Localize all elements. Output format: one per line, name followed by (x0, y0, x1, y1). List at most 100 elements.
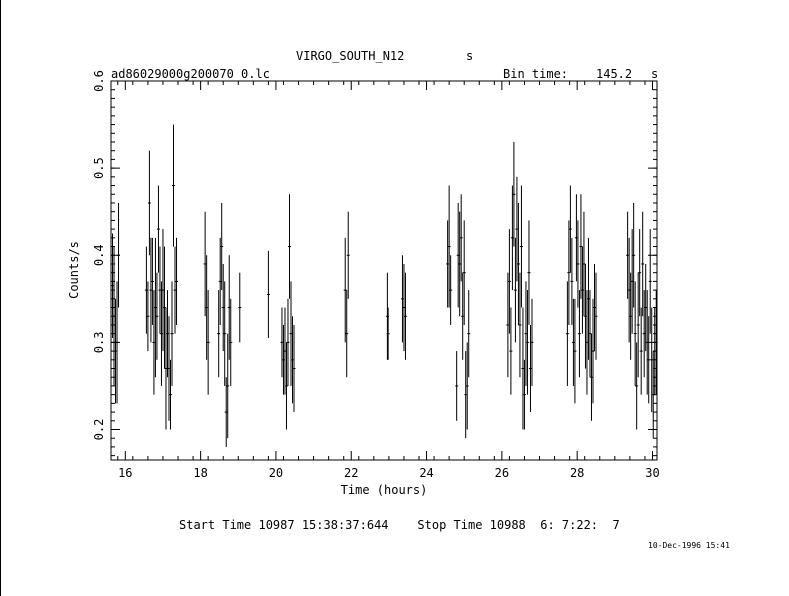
data-point (586, 237, 590, 360)
plot-frame (110, 80, 658, 461)
bin-time-unit: s (651, 67, 659, 81)
y-tick-label: 0.3 (92, 332, 106, 354)
data-point (152, 290, 156, 395)
data-point (568, 185, 572, 273)
data-point (220, 202, 224, 291)
time-range: Start Time 10987 15:38:37:644 Stop Time … (179, 518, 620, 532)
data-point (580, 246, 584, 334)
data-point (170, 281, 174, 386)
x-tick-label: 22 (344, 466, 358, 480)
data-point (164, 307, 168, 430)
data-point (462, 220, 466, 325)
data-point (579, 194, 583, 299)
data-point (633, 281, 637, 386)
data-point (630, 229, 634, 334)
data-point (161, 229, 165, 352)
data-point (217, 290, 221, 378)
data-point (447, 185, 451, 308)
data-point (173, 246, 177, 334)
data-point (280, 307, 284, 378)
data-point (512, 141, 516, 247)
data-point (284, 342, 288, 430)
data-point (527, 220, 531, 325)
data-point (632, 202, 636, 308)
data-point (346, 211, 350, 299)
data-point (286, 298, 290, 386)
data-point (518, 272, 522, 378)
data-point (594, 272, 598, 360)
data-point (449, 255, 453, 325)
data-points (111, 124, 658, 447)
x-tick-label: 20 (269, 466, 283, 480)
x-axis-label: Time (hours) (341, 483, 428, 497)
data-point (158, 246, 162, 334)
data-point (521, 307, 525, 430)
data-point (515, 176, 519, 282)
y-tick-label: 0.4 (92, 244, 106, 266)
data-point (591, 298, 595, 404)
data-point (167, 316, 171, 421)
data-point (111, 233, 115, 339)
object-unit: s (466, 49, 474, 63)
data-point (629, 272, 633, 360)
data-point (458, 211, 462, 317)
data-point (203, 211, 207, 317)
data-point (168, 359, 172, 430)
data-point (565, 281, 569, 386)
x-tick-label: 24 (419, 466, 433, 480)
data-point (571, 298, 575, 386)
data-point (513, 237, 517, 343)
data-point (112, 246, 116, 386)
data-point (635, 342, 639, 430)
data-point (345, 290, 349, 378)
data-point (653, 307, 657, 395)
data-point (172, 124, 176, 247)
data-point (650, 307, 654, 413)
data-point (224, 377, 228, 447)
data-point (144, 246, 148, 334)
data-point (510, 185, 514, 291)
data-point (289, 281, 293, 386)
data-point (205, 255, 209, 360)
data-point (506, 272, 510, 378)
data-point (156, 185, 160, 273)
data-point (238, 272, 242, 343)
data-point (588, 290, 592, 378)
data-point (585, 290, 589, 395)
data-point (266, 250, 270, 339)
data-point (149, 237, 153, 343)
data-point (402, 263, 406, 352)
data-point (283, 307, 287, 395)
data-point (651, 351, 655, 439)
x-tick-label: 26 (495, 466, 509, 480)
data-point (519, 185, 523, 308)
data-point (206, 290, 210, 395)
data-point (644, 263, 648, 352)
y-tick-label: 0.2 (92, 419, 106, 441)
data-point (573, 298, 577, 404)
data-point (456, 202, 460, 308)
data-point (583, 263, 587, 369)
data-point (530, 298, 534, 386)
data-point (589, 333, 593, 421)
x-tick-label: 16 (118, 466, 132, 480)
file-name: ad86029000g200070_0.lc (111, 67, 270, 81)
data-point (117, 202, 121, 308)
x-tick-label: 28 (570, 466, 584, 480)
data-point (641, 211, 645, 317)
object-name: VIRGO_SOUTH_N12 (296, 49, 405, 63)
data-point (400, 255, 404, 343)
data-point (647, 316, 651, 404)
data-point (639, 307, 643, 395)
data-point (455, 351, 459, 421)
data-point (574, 194, 578, 282)
data-point (229, 298, 233, 386)
y-axis-label: Counts/s (67, 241, 81, 299)
data-point (570, 237, 574, 325)
bin-time-label: Bin time: (503, 67, 569, 81)
data-point (467, 290, 471, 378)
data-point (155, 272, 159, 360)
data-point (459, 194, 463, 282)
data-point (626, 211, 630, 299)
data-point (577, 290, 581, 378)
